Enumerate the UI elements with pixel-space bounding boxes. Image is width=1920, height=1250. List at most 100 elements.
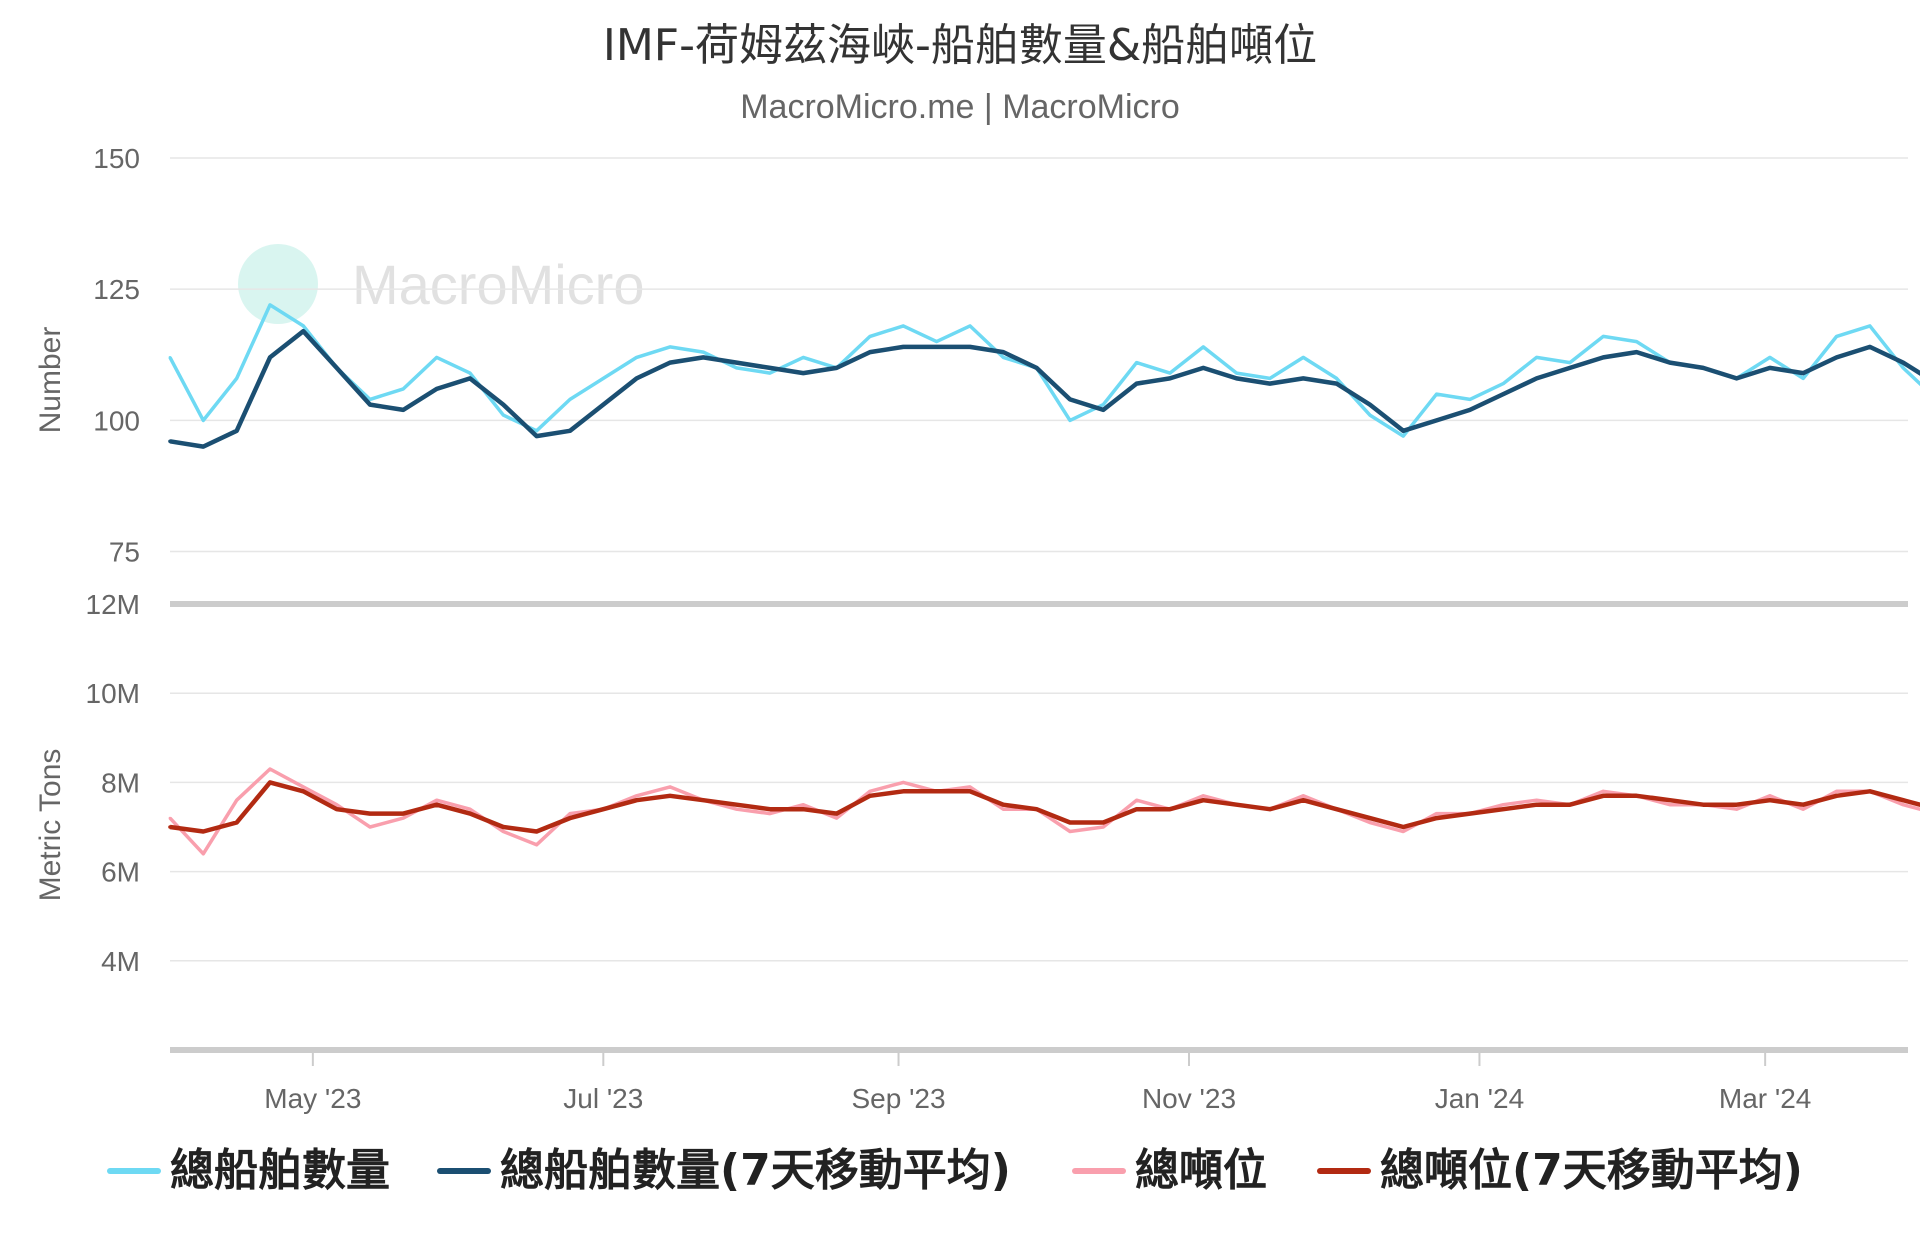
data-point — [635, 794, 638, 798]
data-point — [735, 807, 738, 811]
data-point — [1134, 381, 1139, 386]
data-point — [1101, 408, 1106, 412]
data-point — [1901, 366, 1905, 370]
data-point — [1234, 376, 1239, 381]
data-point — [401, 408, 406, 412]
data-point — [1668, 360, 1672, 365]
data-point — [734, 802, 739, 807]
data-point — [968, 789, 972, 794]
data-point — [1868, 324, 1872, 328]
data-point — [468, 376, 472, 381]
x-tick-label: Sep '23 — [851, 1083, 945, 1114]
data-point — [535, 429, 538, 433]
data-point — [1201, 794, 1205, 798]
data-point — [1101, 403, 1105, 406]
data-point — [468, 807, 472, 811]
data-point — [468, 811, 472, 816]
x-tick-label: Nov '23 — [1142, 1083, 1236, 1114]
data-point — [1468, 408, 1472, 412]
watermark-logo — [238, 244, 318, 324]
data-point — [568, 812, 572, 815]
data-point — [1634, 794, 1639, 798]
data-point — [935, 340, 938, 343]
data-point — [668, 794, 672, 798]
data-point — [268, 780, 272, 785]
data-point — [734, 360, 739, 365]
data-point — [1734, 802, 1739, 807]
data-point — [1101, 820, 1106, 825]
data-point — [1501, 803, 1505, 807]
data-point — [1134, 807, 1139, 811]
data-point — [535, 843, 538, 847]
data-point — [1368, 413, 1372, 417]
data-point — [701, 350, 705, 354]
data-point — [1601, 794, 1606, 798]
data-point — [1334, 807, 1339, 811]
data-point — [1701, 802, 1705, 807]
y-tick-label: 100 — [93, 405, 140, 436]
legend[interactable]: 總船舶數量 總船舶數量(7天移動平均) 總噸位 總噸位(7天移動平均) — [107, 1145, 1803, 1196]
data-point — [1435, 392, 1438, 396]
data-point — [1635, 340, 1638, 343]
data-point — [1234, 802, 1239, 807]
data-point — [868, 335, 872, 338]
data-point — [1868, 345, 1872, 349]
data-point — [1168, 807, 1172, 811]
y-tick-label: 12M — [86, 589, 140, 620]
data-point — [1001, 802, 1006, 807]
data-point — [1001, 350, 1006, 354]
data-point — [1568, 802, 1572, 807]
data-point — [1735, 807, 1738, 811]
series-line — [168, 767, 1920, 856]
data-point — [501, 413, 505, 417]
data-point — [1768, 794, 1772, 798]
data-point — [301, 785, 305, 789]
data-point — [268, 303, 272, 307]
data-point — [801, 807, 806, 811]
data-point — [234, 820, 239, 825]
data-point — [934, 789, 939, 794]
x-tick-label: Jul '23 — [563, 1083, 643, 1114]
data-point — [1901, 798, 1905, 802]
data-point — [301, 324, 305, 328]
data-point — [168, 816, 172, 820]
data-point — [1768, 366, 1772, 370]
legend-item[interactable]: 總噸位 — [1072, 1145, 1267, 1196]
data-point — [901, 789, 906, 794]
data-point — [268, 767, 272, 771]
data-point — [468, 371, 472, 375]
data-point — [1834, 355, 1839, 360]
data-point — [235, 798, 239, 802]
legend-item[interactable]: 總船舶數量 — [107, 1145, 390, 1196]
data-point — [1668, 798, 1672, 802]
legend-item[interactable]: 總船舶數量(7天移動平均) — [437, 1145, 1011, 1196]
legend-label: 總噸位(7天移動平均) — [1380, 1145, 1803, 1196]
data-point — [601, 402, 606, 407]
data-point — [1335, 377, 1338, 380]
data-point — [201, 419, 205, 422]
data-point — [1534, 802, 1539, 807]
y-tick-label: 150 — [93, 143, 140, 174]
legend-item[interactable]: 總噸位(7天移動平均) — [1317, 1145, 1803, 1196]
data-point — [401, 387, 405, 391]
data-point — [1268, 381, 1272, 386]
data-point — [1034, 807, 1039, 811]
data-point — [635, 356, 638, 359]
data-point — [968, 324, 972, 328]
data-point — [1768, 356, 1772, 359]
y-tick-label: 8M — [101, 767, 140, 798]
data-point — [868, 789, 872, 793]
data-point — [1301, 794, 1305, 798]
data-point — [1168, 376, 1172, 381]
data-point — [368, 825, 372, 829]
x-tick-label: Mar '24 — [1719, 1083, 1812, 1114]
legend-label: 總船舶數量 — [170, 1145, 390, 1196]
data-point — [368, 402, 372, 407]
data-point — [601, 807, 606, 811]
data-point — [234, 429, 239, 433]
data-point — [368, 811, 372, 816]
top-panel: 75 100 125 150 Number — [34, 143, 1920, 568]
data-point — [768, 366, 772, 370]
data-point — [501, 825, 506, 829]
